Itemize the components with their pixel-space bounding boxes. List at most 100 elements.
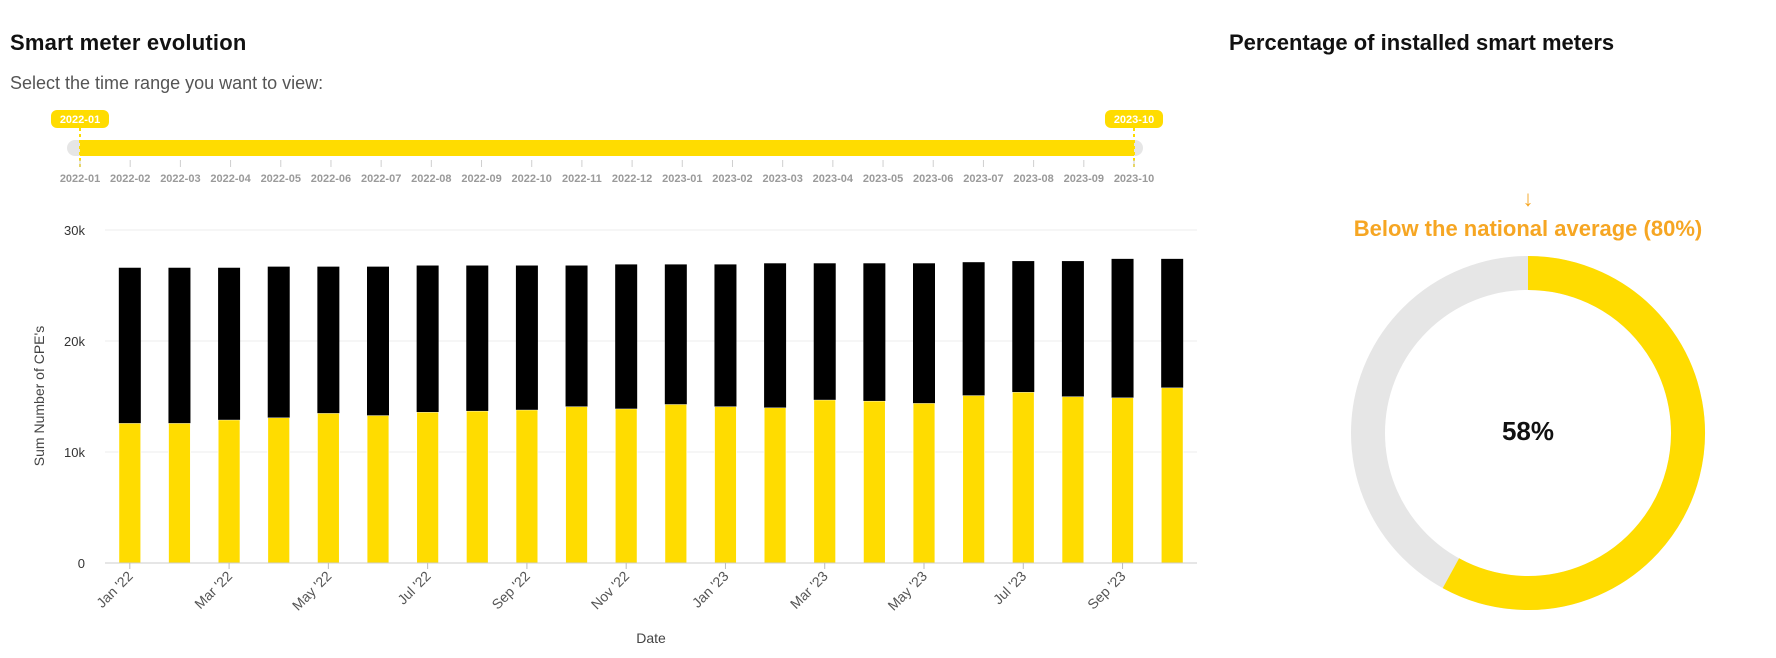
- bar-segment-yellow[interactable]: [862, 400, 886, 564]
- bar-segment-black[interactable]: [714, 264, 737, 407]
- x-tick-label: Jan '22: [93, 568, 136, 611]
- x-tick-label: May '23: [884, 568, 930, 614]
- bar-segment-yellow[interactable]: [515, 409, 539, 564]
- bar-chart: 0 10k 20k 30k Jan '22 Mar '22 May '22 Jul '22 S…: [31, 223, 1197, 646]
- donut-chart: ↓ Below the national average (80%) 58%: [1351, 186, 1705, 610]
- slider-tick-label: 2022-03: [160, 173, 200, 185]
- bar-segment-black[interactable]: [1061, 261, 1084, 397]
- bar-segment-black[interactable]: [664, 264, 687, 405]
- slider-tick-label: 2023-04: [813, 173, 854, 185]
- slider-end-label: 2023-10: [1114, 114, 1154, 126]
- bar-segment-yellow[interactable]: [714, 406, 737, 564]
- slider-ticks: 2022-01 2022-02 2022-03 2022-04 2022-05 2022-…: [60, 160, 1154, 185]
- bars: [118, 258, 1184, 564]
- bar-segment-black[interactable]: [168, 267, 191, 424]
- y-tick-label: 20k: [64, 334, 85, 349]
- bar-segment-black[interactable]: [764, 263, 787, 408]
- slider-tick-label: 2022-12: [612, 173, 652, 185]
- slider-tick-label: 2023-01: [662, 173, 702, 185]
- bar-segment-black[interactable]: [863, 263, 886, 401]
- bar-segment-yellow[interactable]: [1061, 396, 1085, 564]
- bar-segment-black[interactable]: [416, 265, 439, 413]
- bar-segment-yellow[interactable]: [912, 402, 936, 564]
- slider-tick-label: 2022-05: [261, 173, 301, 185]
- bar-segment-black[interactable]: [913, 263, 935, 404]
- slider-tick-label: 2023-06: [913, 173, 953, 185]
- chart-title: Smart meter evolution: [10, 30, 247, 55]
- x-tick-label: Sep '23: [1084, 568, 1129, 613]
- bar-segment-black[interactable]: [515, 265, 538, 410]
- bar-segment-black[interactable]: [813, 263, 836, 400]
- bar-segment-black[interactable]: [565, 265, 588, 407]
- slider-tick-label: 2023-02: [712, 173, 752, 185]
- bar-segment-black[interactable]: [1111, 258, 1134, 398]
- x-tick-label: Jul '23: [990, 568, 1030, 608]
- x-axis-ticks: Jan '22 Mar '22 May '22 Jul '22 Sep '22 Nov '…: [93, 563, 1129, 613]
- bar-segment-black[interactable]: [317, 266, 340, 414]
- slider-start-handle[interactable]: 2022-01: [51, 110, 109, 128]
- bar-segment-black[interactable]: [962, 262, 985, 396]
- bar-segment-yellow[interactable]: [565, 406, 588, 564]
- bar-segment-yellow[interactable]: [118, 422, 142, 564]
- donut-title: Percentage of installed smart meters: [1229, 30, 1615, 55]
- bar-segment-black[interactable]: [466, 265, 489, 411]
- x-tick-label: Jan '23: [689, 568, 732, 611]
- x-tick-label: May '22: [289, 568, 335, 614]
- bar-segment-yellow[interactable]: [267, 417, 291, 564]
- bar-segment-black[interactable]: [1012, 261, 1035, 393]
- slider-tick-label: 2022-07: [361, 173, 401, 185]
- slider-tick-label: 2023-08: [1013, 173, 1053, 185]
- slider-tick-label: 2022-08: [411, 173, 451, 185]
- bar-segment-black[interactable]: [118, 267, 141, 424]
- bar-segment-yellow[interactable]: [962, 394, 986, 564]
- slider-tick-label: 2022-01: [60, 173, 100, 185]
- bar-segment-yellow[interactable]: [168, 422, 191, 564]
- y-tick-label: 10k: [64, 445, 85, 460]
- bar-segment-yellow[interactable]: [664, 403, 688, 564]
- slider-tick-label: 2022-11: [562, 173, 602, 185]
- y-axis-ticks: 0 10k 20k 30k: [64, 223, 85, 571]
- x-tick-label: Mar '23: [787, 568, 831, 612]
- slider-tick-label: 2023-07: [963, 173, 1003, 185]
- x-tick-label: Sep '22: [488, 568, 533, 613]
- bar-segment-yellow[interactable]: [416, 411, 440, 564]
- donut-center-value: 58%: [1502, 416, 1554, 446]
- bar-segment-yellow[interactable]: [1160, 387, 1184, 564]
- y-tick-label: 30k: [64, 223, 85, 238]
- x-tick-label: Jul '22: [394, 568, 434, 608]
- slider-tick-label: 2023-03: [762, 173, 802, 185]
- bar-segment-yellow[interactable]: [614, 408, 638, 564]
- slider-tick-label: 2022-09: [461, 173, 501, 185]
- bar-segment-black[interactable]: [367, 266, 389, 416]
- y-axis-label: Sum Number of CPE's: [31, 326, 47, 466]
- x-tick-label: Nov '22: [588, 568, 633, 613]
- x-tick-label: Mar '22: [191, 568, 235, 612]
- bar-segment-yellow[interactable]: [316, 412, 340, 564]
- bar-segment-black[interactable]: [1161, 258, 1184, 388]
- slider-tick-label: 2023-09: [1064, 173, 1104, 185]
- bar-segment-black[interactable]: [615, 264, 638, 409]
- time-range-prompt: Select the time range you want to view:: [10, 73, 324, 93]
- slider-end-handle[interactable]: 2023-10: [1105, 110, 1163, 128]
- bar-segment-yellow[interactable]: [366, 414, 390, 564]
- slider-tick-label: 2022-04: [210, 173, 251, 185]
- bar-segment-yellow[interactable]: [813, 399, 837, 564]
- bar-segment-yellow[interactable]: [1111, 397, 1134, 564]
- bar-segment-yellow[interactable]: [465, 410, 489, 564]
- range-slider[interactable]: 2022-01 2023-10 2022-01 2022-02 2022-03 202…: [51, 110, 1163, 185]
- national-average-note: Below the national average (80%): [1354, 216, 1702, 241]
- slider-start-label: 2022-01: [60, 114, 100, 126]
- x-axis-label: Date: [636, 630, 666, 646]
- bar-segment-yellow[interactable]: [1011, 391, 1035, 564]
- bar-segment-black[interactable]: [267, 266, 290, 418]
- down-arrow-icon: ↓: [1523, 186, 1534, 211]
- y-tick-label: 0: [78, 556, 85, 571]
- bar-segment-yellow[interactable]: [763, 407, 787, 564]
- bar-segment-yellow[interactable]: [217, 419, 241, 564]
- donut-value-arc: [1442, 256, 1705, 610]
- slider-tick-label: 2023-05: [863, 173, 903, 185]
- slider-selected-range[interactable]: [80, 140, 1134, 156]
- slider-tick-label: 2022-06: [311, 173, 351, 185]
- bar-segment-black[interactable]: [218, 267, 241, 420]
